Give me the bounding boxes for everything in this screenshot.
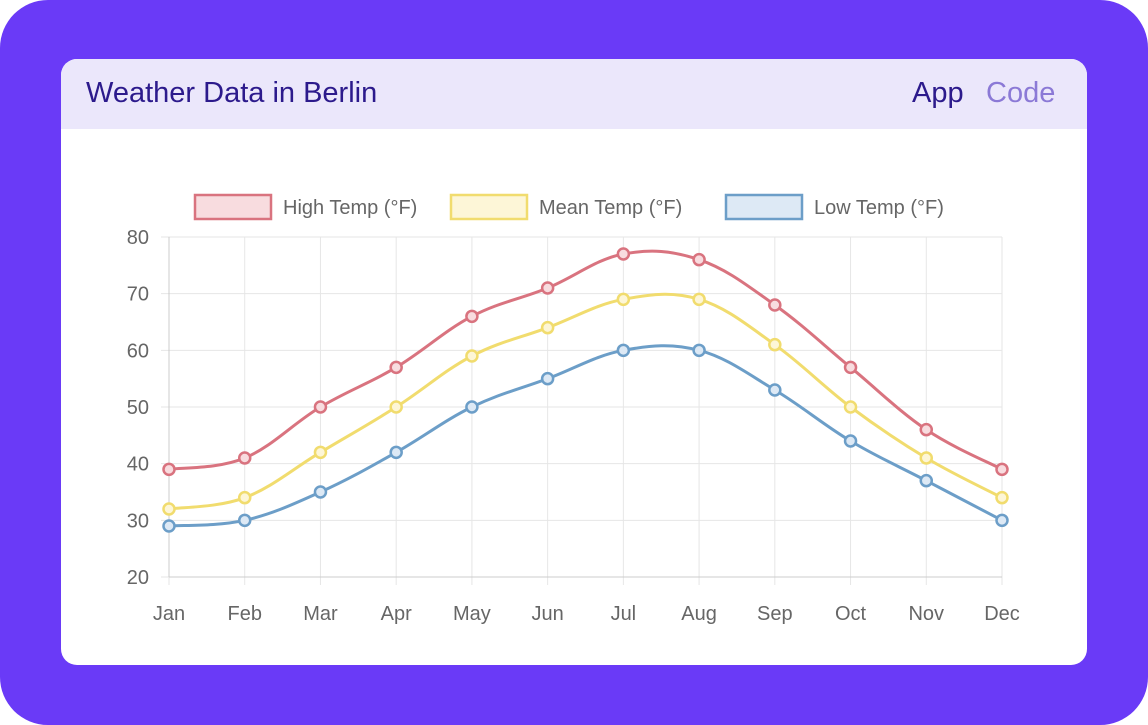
x-tick-label: Jul: [611, 603, 637, 625]
data-point: [313, 485, 328, 499]
y-tick-label: 60: [127, 340, 149, 362]
x-tick-label: Nov: [908, 603, 944, 625]
data-point: [995, 462, 1009, 477]
x-tick-label: May: [453, 603, 491, 625]
series-line: [168, 344, 1003, 528]
x-tick-label: Mar: [303, 603, 338, 625]
legend-swatch: [724, 193, 804, 221]
y-tick-label: 30: [127, 510, 149, 532]
legend-item-0: High Temp (°F): [193, 193, 417, 221]
y-tick-label: 50: [127, 397, 149, 419]
data-point: [162, 462, 176, 477]
legend-label: Mean Temp (°F): [539, 197, 682, 219]
data-point: [389, 360, 403, 375]
chart-grid: [161, 236, 1003, 585]
data-point: [313, 445, 328, 460]
legend-label: High Temp (°F): [283, 197, 417, 219]
data-point: [237, 513, 252, 528]
legend-item-1: Mean Temp (°F): [449, 193, 682, 221]
x-tick-label: Jan: [153, 603, 185, 625]
data-point: [616, 292, 631, 307]
chart-card: Weather Data in Berlin App Code 20 30 40 50…: [61, 59, 1087, 665]
series-2: [162, 343, 1009, 533]
data-point: [919, 422, 934, 437]
y-tick-label: 80: [127, 227, 149, 249]
line-chart: 20 30 40 50 60 70 80 Jan Feb Mar Apr May Jun Jul Aug Se…: [127, 193, 1020, 625]
x-tick-label: Apr: [381, 603, 412, 625]
data-point: [465, 309, 479, 324]
legend-swatch: [449, 193, 529, 221]
data-point: [237, 451, 252, 465]
data-point: [616, 247, 631, 261]
y-tick-label: 70: [127, 284, 149, 306]
data-point: [768, 298, 782, 312]
data-point: [465, 400, 479, 414]
data-point: [389, 400, 403, 414]
data-point: [995, 513, 1009, 528]
data-point: [843, 434, 858, 448]
data-point: [616, 343, 631, 358]
x-tick-label: Dec: [984, 603, 1020, 625]
x-tick-label: Aug: [681, 603, 717, 625]
x-tick-label: Sep: [757, 603, 793, 625]
data-point: [692, 292, 706, 307]
data-point: [919, 473, 934, 488]
data-point: [692, 252, 706, 267]
data-point: [768, 383, 782, 397]
y-tick-label: 40: [127, 454, 149, 476]
data-point: [237, 490, 252, 505]
series-line: [168, 249, 1003, 471]
series-1: [162, 292, 1009, 516]
data-point: [919, 451, 934, 465]
tab-app[interactable]: App: [912, 77, 964, 109]
x-tick-label: Jun: [532, 603, 564, 625]
data-point: [843, 360, 858, 375]
data-point: [540, 371, 555, 386]
data-point: [313, 400, 328, 414]
tab-code[interactable]: Code: [986, 77, 1056, 109]
legend-item-2: Low Temp (°F): [724, 193, 944, 221]
data-point: [843, 400, 858, 414]
data-point: [768, 337, 782, 352]
data-point: [692, 343, 706, 358]
legend-label: Low Temp (°F): [814, 197, 944, 219]
y-tick-label: 20: [127, 567, 149, 589]
data-point: [162, 519, 176, 533]
data-point: [995, 490, 1009, 505]
legend-swatch: [193, 193, 273, 221]
card-header: Weather Data in Berlin App Code: [61, 59, 1087, 129]
page-title: Weather Data in Berlin: [86, 77, 378, 109]
x-tick-label: Feb: [227, 603, 261, 625]
x-tick-label: Oct: [835, 603, 867, 625]
data-point: [540, 320, 555, 335]
data-point: [465, 349, 479, 363]
series-line: [168, 292, 1003, 511]
data-point: [389, 445, 403, 460]
series-0: [162, 247, 1009, 477]
data-point: [162, 502, 176, 516]
data-point: [540, 281, 555, 295]
